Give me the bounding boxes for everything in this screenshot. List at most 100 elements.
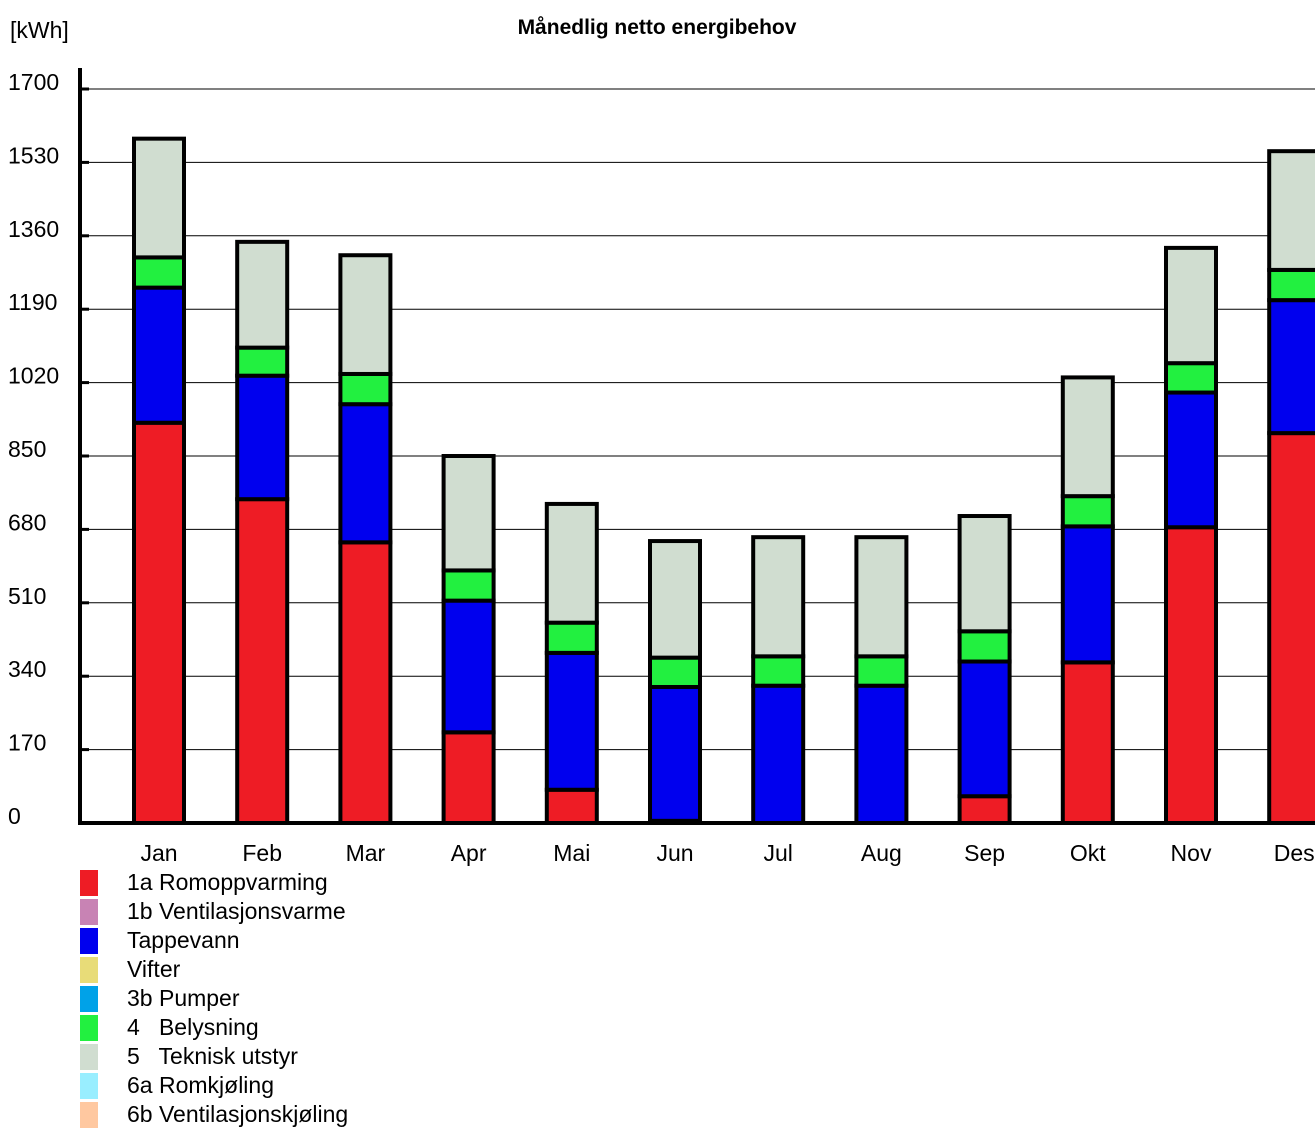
bar-segment [1267,149,1315,272]
bar-group-feb [235,239,290,825]
legend-label: 6a Romkjøling [127,1072,274,1098]
bar-segment [957,514,1012,634]
bars [132,136,1315,826]
bar-group-jan [132,136,186,825]
bar-segment [132,420,186,825]
legend-swatch [80,1102,98,1128]
legend-label: 6b Ventilasjonskjøling [127,1101,349,1127]
x-tick-label: Feb [242,840,282,866]
bar-segment [338,371,393,407]
bar-segment [751,654,806,688]
x-tick-label: Jun [656,840,693,866]
y-tick-label: 850 [8,436,46,462]
legend-swatch [80,899,98,925]
y-tick-label: 1020 [8,363,59,389]
bar-segment [1164,361,1218,395]
legend-swatch [80,870,98,896]
bar-segment [957,659,1012,799]
y-tick-label: 0 [8,803,21,829]
bar-segment [1267,267,1315,303]
bar-segment [751,683,806,826]
legend-swatch [80,1044,98,1070]
x-tick-label: Jan [140,840,177,866]
bar-segment [854,683,909,826]
bar-segment [235,497,290,825]
bar-segment [648,655,702,689]
x-tick-label: Nov [1171,840,1212,866]
bar-segment [544,787,599,825]
bar-segment [1267,298,1315,436]
legend-swatch [80,1073,98,1099]
bar-segment [132,136,186,260]
chart-title: Månedlig netto energibehov [518,16,797,39]
legend-swatch [80,1015,98,1041]
bar-group-mar [338,253,393,826]
bar-segment [1060,524,1115,665]
legend-label: 1b Ventilasjonsvarme [127,898,346,924]
y-tick-label: 1530 [8,142,59,168]
bar-group-sep [957,514,1012,826]
y-axis-label: [kWh] [10,17,69,43]
y-tick-label: 680 [8,509,46,535]
y-tick-label: 510 [8,583,46,609]
y-tick-label: 170 [8,730,46,756]
bar-segment [751,535,806,659]
bar-segment [854,535,909,659]
y-tick-label: 1190 [8,289,57,315]
bar-segment [544,650,599,792]
bar-segment [132,285,186,425]
bar-segment [338,402,393,545]
legend-label: 4 Belysning [127,1014,259,1040]
bar-segment [1060,494,1115,529]
bar-segment [338,253,393,376]
bar-segment [1164,245,1218,366]
bar-segment [1060,660,1115,826]
x-tick-label: Okt [1070,840,1106,866]
bar-segment [648,539,702,660]
y-tick-label: 340 [8,656,46,682]
y-tick-label: 1360 [8,216,59,242]
x-axis-ticks: Jan Feb Mar Apr Mai Jun Jul Aug Sep Okt Nov Des [140,840,1314,866]
bar-segment [338,540,393,826]
x-tick-label: Sep [964,840,1005,866]
bar-segment [235,373,290,502]
bar-segment [544,620,599,655]
bar-segment [957,629,1012,664]
y-axis-ticks: 0 170 340 510 680 850 1020 1190 1360 1530 1700 [8,69,89,829]
legend-label: Tappevann [127,927,240,953]
bar-segment [1267,431,1315,825]
bar-segment [132,255,186,290]
bar-segment [1164,525,1218,825]
bar-segment [648,684,702,823]
bar-segment [441,568,496,603]
bar-segment [441,730,496,825]
bar-group-jun [648,539,702,826]
bar-segment [544,501,599,625]
bar-segment [441,454,496,573]
x-tick-label: Jul [763,840,792,866]
legend-swatch [80,986,98,1012]
bar-group-okt [1060,375,1115,826]
legend-label: Vifter [127,956,181,982]
bar-group-des [1267,149,1315,825]
x-tick-label: Des [1274,840,1315,866]
bar-segment [235,345,290,378]
x-tick-label: Aug [861,840,902,866]
x-tick-label: Mar [346,840,386,866]
x-tick-label: Mai [553,840,590,866]
bar-segment [1060,375,1115,499]
legend-label: 3b Pumper [127,985,240,1011]
bar-group-aug [854,535,909,826]
bar-group-jul [751,535,806,826]
bar-group-mai [544,501,599,825]
legend-swatch [80,957,98,983]
bar-segment [441,598,496,735]
legend-label: 5 Teknisk utstyr [127,1043,298,1069]
bar-segment [1164,390,1218,530]
bar-segment [235,239,290,350]
bar-group-nov [1164,245,1218,825]
bar-segment [854,654,909,688]
axes [78,68,1315,825]
bar-segment [957,794,1012,826]
